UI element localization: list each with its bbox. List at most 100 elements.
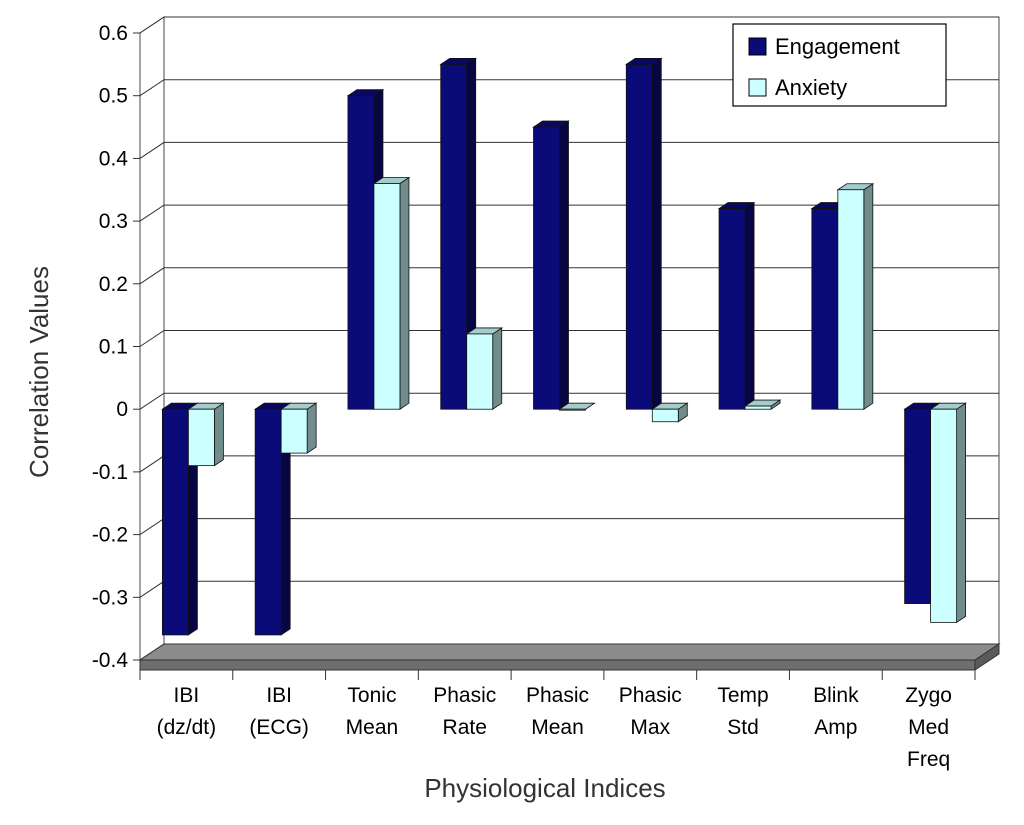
- gridline: [139, 141, 999, 159]
- x-category-label-line: Blink: [813, 684, 859, 707]
- gridline: [139, 204, 999, 222]
- x-axis-title: Physiological Indices: [424, 773, 665, 803]
- bar-anxiety-7: [836, 183, 875, 410]
- y-tick-label: 0.1: [99, 336, 128, 359]
- x-category-label: Phasic Mean: [526, 684, 589, 739]
- bars: [161, 57, 967, 636]
- bar-anxiety-0-front: [187, 408, 215, 467]
- bar-engagement-4-front: [533, 126, 560, 410]
- bar-engagement-1-front: [254, 408, 282, 636]
- x-category-label-line: Zygo: [905, 684, 952, 707]
- bar-engagement-5-front: [625, 63, 653, 410]
- x-category-label: Temp Std: [717, 684, 768, 739]
- bar-engagement-0: [161, 402, 199, 636]
- bar-engagement-6-side: [744, 201, 755, 410]
- x-category-label-line: Max: [630, 716, 670, 739]
- x-category-label-line: IBI: [174, 684, 200, 707]
- bar-anxiety-5: [650, 402, 689, 423]
- x-category-label: Tonic Mean: [346, 684, 399, 739]
- legend-label-engagement: Engagement: [775, 34, 900, 59]
- gridline: [139, 16, 999, 34]
- bar-anxiety-4: [558, 402, 596, 411]
- bar-engagement-7-front: [811, 208, 839, 410]
- bar-engagement-6-front: [718, 208, 746, 410]
- x-category-label-line: (dz/dt): [157, 716, 217, 739]
- y-tick-label: -0.2: [92, 524, 128, 547]
- bar-engagement-2-front: [347, 95, 375, 410]
- bar-engagement-4: [532, 120, 570, 410]
- bar-anxiety-1-front: [280, 408, 308, 454]
- bar-engagement-5-side: [651, 57, 662, 410]
- bar-anxiety-7-side: [863, 183, 874, 410]
- x-category-label-line: Std: [727, 716, 759, 739]
- bar-engagement-4-side: [559, 120, 569, 410]
- y-tick-label: 0.6: [99, 22, 128, 45]
- bar-engagement-6: [717, 201, 756, 410]
- bar-engagement-3-front: [440, 63, 468, 410]
- y-tick-label: 0.2: [99, 273, 128, 296]
- x-category-label: Zygo Med Freq: [905, 684, 952, 771]
- x-category-label-line: Freq: [907, 748, 950, 771]
- bar-anxiety-3: [465, 327, 504, 410]
- bar-anxiety-8: [929, 402, 967, 624]
- bar-anxiety-6: [743, 399, 782, 410]
- legend-label-anxiety: Anxiety: [775, 75, 847, 100]
- bar-anxiety-0-side: [213, 402, 224, 467]
- x-category-label-line: Mean: [346, 716, 399, 739]
- legend-swatch-anxiety: [748, 78, 767, 97]
- x-category-label-line: Phasic: [619, 684, 682, 707]
- bar-engagement-0-front: [161, 408, 189, 636]
- y-tick-label: 0.3: [99, 210, 128, 233]
- bar-anxiety-2-side: [399, 176, 410, 410]
- bar-anxiety-2: [372, 176, 411, 410]
- x-category-label: Blink Amp: [813, 684, 859, 739]
- x-category-label: IBI (dz/dt): [157, 684, 217, 739]
- y-tick-label: -0.3: [92, 586, 128, 609]
- bar-anxiety-1-side: [306, 402, 317, 454]
- bar-anxiety-3-side: [492, 327, 503, 410]
- x-category-label: Phasic Max: [619, 684, 682, 739]
- x-category-label: IBI (ECG): [249, 684, 309, 739]
- x-category-label-line: Phasic: [433, 684, 496, 707]
- bar-anxiety-8-side: [956, 402, 967, 624]
- bar-engagement-3: [439, 57, 478, 410]
- bar-engagement-5: [624, 57, 663, 410]
- x-category-label-line: (ECG): [249, 716, 309, 739]
- x-category-label-line: Phasic: [526, 684, 589, 707]
- bar-anxiety-2-front: [373, 183, 401, 410]
- gridline: [139, 79, 999, 97]
- bar-anxiety-3-front: [466, 333, 494, 410]
- x-category-label-line: Med: [908, 716, 949, 739]
- legend: Engagement Anxiety: [732, 23, 947, 107]
- y-tick-label: -0.4: [92, 649, 129, 672]
- bar-engagement-8-front: [904, 408, 932, 604]
- bar-anxiety-5-front: [651, 408, 679, 423]
- x-category-label-line: Mean: [531, 716, 584, 739]
- bar-anxiety-4-front: [559, 408, 586, 411]
- y-tick-label: 0: [116, 398, 128, 421]
- y-tick-labels: 0.6 0.5 0.4 0.3 0.2 0.1 0 -0.1 -0.2 -0.3 -0.4: [92, 22, 129, 672]
- x-category-label-line: Amp: [814, 716, 857, 739]
- x-category-label-line: IBI: [266, 684, 292, 707]
- x-category-label-line: Rate: [443, 716, 487, 739]
- bar-anxiety-6-front: [744, 405, 772, 410]
- bar-anxiety-7-front: [837, 189, 865, 410]
- x-category-label-line: Tonic: [347, 684, 396, 707]
- y-tick-label: 0.5: [99, 85, 128, 108]
- bar-anxiety-0: [187, 402, 225, 467]
- floor-front: [139, 659, 976, 671]
- x-category-label: Phasic Rate: [433, 684, 496, 739]
- legend-box: [732, 23, 947, 107]
- y-tick-label: -0.1: [92, 461, 128, 484]
- floor-top: [138, 643, 1001, 661]
- chart-floor: [138, 643, 1001, 680]
- y-axis-title: Correlation Values: [24, 266, 54, 478]
- bar-engagement-1: [253, 402, 292, 636]
- y-tick-label: 0.4: [99, 147, 129, 170]
- x-category-label-line: Temp: [717, 684, 768, 707]
- bar-anxiety-8-front: [930, 408, 958, 623]
- floor-side: [974, 643, 1000, 671]
- bar-anxiety-1: [279, 402, 318, 454]
